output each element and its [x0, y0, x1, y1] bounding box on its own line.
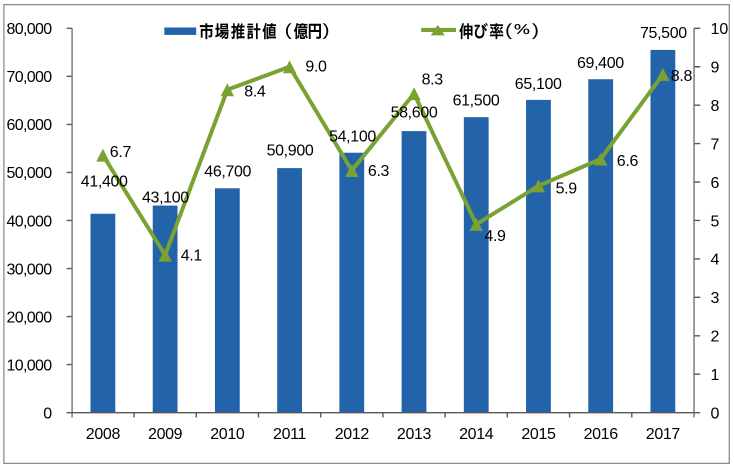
- svg-text:4.1: 4.1: [181, 248, 203, 265]
- svg-text:9.0: 9.0: [305, 59, 327, 76]
- svg-text:6.6: 6.6: [617, 153, 639, 170]
- svg-text:46,700: 46,700: [204, 163, 251, 180]
- svg-text:10,000: 10,000: [6, 357, 52, 374]
- svg-text:7: 7: [711, 136, 720, 153]
- svg-text:2015: 2015: [521, 426, 556, 443]
- svg-text:6.3: 6.3: [368, 163, 390, 180]
- svg-text:50,000: 50,000: [6, 165, 52, 182]
- svg-text:3: 3: [711, 290, 720, 307]
- svg-text:8.3: 8.3: [422, 72, 444, 89]
- svg-text:10: 10: [711, 21, 729, 38]
- svg-text:2008: 2008: [86, 426, 121, 443]
- svg-text:70,000: 70,000: [6, 69, 52, 86]
- svg-text:80,000: 80,000: [6, 21, 52, 38]
- svg-text:8.4: 8.4: [244, 83, 266, 100]
- svg-text:54,100: 54,100: [329, 129, 376, 146]
- svg-text:30,000: 30,000: [6, 261, 52, 278]
- svg-text:69,400: 69,400: [577, 55, 624, 72]
- svg-text:0: 0: [43, 405, 52, 422]
- svg-text:50,900: 50,900: [267, 143, 314, 160]
- svg-text:1: 1: [711, 367, 720, 384]
- svg-text:2010: 2010: [210, 426, 245, 443]
- svg-text:75,500: 75,500: [640, 25, 687, 42]
- svg-text:60,000: 60,000: [6, 117, 52, 134]
- svg-text:40,000: 40,000: [6, 213, 52, 230]
- svg-text:8.8: 8.8: [671, 68, 693, 85]
- svg-text:4: 4: [711, 252, 720, 269]
- svg-text:2016: 2016: [584, 426, 619, 443]
- svg-text:65,100: 65,100: [515, 76, 562, 93]
- svg-text:6.7: 6.7: [110, 144, 132, 161]
- svg-text:2011: 2011: [273, 426, 306, 443]
- svg-text:20,000: 20,000: [6, 309, 52, 326]
- svg-text:4.9: 4.9: [484, 228, 506, 245]
- svg-text:6: 6: [711, 175, 720, 192]
- svg-text:43,100: 43,100: [142, 190, 189, 207]
- svg-text:8: 8: [711, 98, 720, 115]
- svg-text:2017: 2017: [646, 426, 681, 443]
- svg-text:61,500: 61,500: [453, 92, 500, 109]
- svg-text:9: 9: [711, 60, 720, 77]
- svg-text:2009: 2009: [148, 426, 183, 443]
- svg-text:5: 5: [711, 213, 720, 230]
- svg-text:2: 2: [711, 329, 720, 346]
- svg-text:58,600: 58,600: [391, 105, 438, 122]
- svg-text:0: 0: [711, 405, 720, 422]
- svg-text:2013: 2013: [397, 426, 432, 443]
- svg-text:2014: 2014: [459, 426, 494, 443]
- svg-text:41,400: 41,400: [81, 174, 128, 191]
- svg-text:2012: 2012: [335, 426, 370, 443]
- svg-text:5.9: 5.9: [556, 180, 578, 197]
